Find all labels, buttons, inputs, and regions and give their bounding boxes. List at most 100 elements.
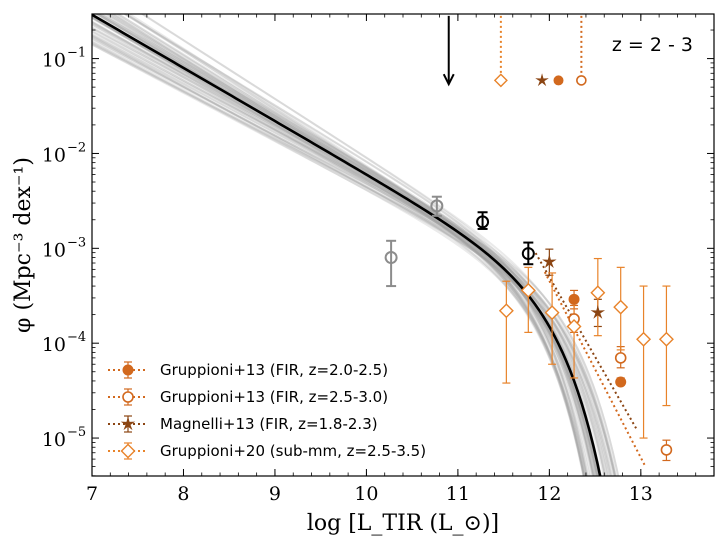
data-point xyxy=(615,376,627,388)
data-point xyxy=(590,305,606,319)
this-work-point xyxy=(521,247,535,261)
top-markers xyxy=(493,73,587,88)
posterior-curve xyxy=(123,14,595,476)
best-fit-curve xyxy=(92,14,602,476)
legend-marker xyxy=(122,364,134,376)
posterior-curve xyxy=(92,33,617,476)
legend-label: Gruppioni+13 (FIR, z=2.0-2.5) xyxy=(160,361,388,379)
posterior-curve xyxy=(92,39,598,476)
legend-marker xyxy=(120,443,136,459)
data-point xyxy=(658,331,674,347)
legend: Gruppioni+13 (FIR, z=2.0-2.5) Gruppioni+1… xyxy=(108,361,426,460)
posterior-curve xyxy=(92,41,586,476)
data-markers xyxy=(384,199,674,456)
posterior-curve xyxy=(95,14,614,476)
posterior-curve xyxy=(106,14,588,476)
x-tick-label: 11 xyxy=(446,483,470,505)
this-work-point xyxy=(430,199,444,213)
posterior-curve xyxy=(124,14,598,476)
x-tick-label: 9 xyxy=(269,483,281,505)
y-tick-exponent: −1 xyxy=(67,46,86,61)
posterior-curve xyxy=(92,35,607,476)
fit-line xyxy=(543,271,647,467)
posterior-curve xyxy=(92,16,600,476)
legend-label: Magnelli+13 (FIR, z=1.8-2.3) xyxy=(160,415,378,433)
x-tick-label: 7 xyxy=(86,483,98,505)
data-point xyxy=(542,254,557,269)
posterior-curve xyxy=(92,43,616,476)
legend-marker xyxy=(122,391,134,403)
x-axis-title: log [L_TIR (L_⊙)] xyxy=(307,511,499,536)
posterior-curve xyxy=(92,21,613,476)
posterior-curve xyxy=(92,43,611,476)
x-tick-label: 13 xyxy=(629,483,653,505)
posterior-curve xyxy=(104,14,586,476)
data-point xyxy=(566,318,582,334)
fit-line xyxy=(534,252,638,430)
posterior-curve xyxy=(92,14,617,476)
posterior-curve xyxy=(92,30,599,476)
posterior-curve xyxy=(92,34,585,476)
y-tick-label: 10 xyxy=(42,334,66,356)
arrow-head xyxy=(442,73,455,87)
posterior-curve xyxy=(92,41,588,476)
y-tick-exponent: −5 xyxy=(67,425,86,440)
posterior-curve xyxy=(113,14,607,476)
posterior-curve xyxy=(95,14,592,476)
x-tick-label: 10 xyxy=(354,483,378,505)
plot-background xyxy=(92,14,714,476)
posterior-curve xyxy=(92,30,610,476)
posterior-curve xyxy=(92,21,602,476)
posterior-curve xyxy=(92,42,596,476)
x-tick-label: 12 xyxy=(537,483,561,505)
posterior-curve xyxy=(92,23,585,476)
posterior-curve xyxy=(92,37,601,476)
x-axis-ticks: 7 8 9 10 11 12 13 xyxy=(86,14,715,505)
posterior-curve xyxy=(127,14,595,476)
y-tick-label: 10 xyxy=(42,239,66,261)
redshift-annotation: z = 2 - 3 xyxy=(612,34,693,56)
posterior-curve xyxy=(92,17,585,476)
y-tick-label: 10 xyxy=(42,144,66,166)
this-work-point xyxy=(476,215,490,229)
this-work-point xyxy=(384,251,398,265)
data-point xyxy=(520,282,536,298)
top-marker xyxy=(493,73,508,88)
posterior-curve xyxy=(123,14,602,476)
posterior-curve xyxy=(106,14,599,476)
posterior-curve xyxy=(92,16,586,476)
posterior-curve xyxy=(92,28,600,476)
y-tick-exponent: −4 xyxy=(67,330,86,345)
top-marker xyxy=(535,73,549,87)
y-tick-label: 10 xyxy=(42,429,66,451)
data-point xyxy=(590,285,606,301)
y-tick-label: 10 xyxy=(42,50,66,72)
literature-fit-lines xyxy=(499,15,647,467)
posterior-curve xyxy=(140,14,618,476)
posterior-curve xyxy=(98,14,601,476)
posterior-curve xyxy=(116,14,616,476)
posterior-curve xyxy=(95,14,587,476)
legend-marker xyxy=(120,416,136,431)
best-fit-line xyxy=(92,14,602,476)
posterior-curve xyxy=(92,37,616,476)
y-axis-ticks: 10−510−410−310−210−1 xyxy=(42,29,714,477)
posterior-curve xyxy=(92,16,594,476)
data-point xyxy=(614,352,627,364)
posterior-sample-curves xyxy=(92,14,620,476)
y-tick-exponent: −2 xyxy=(67,140,86,155)
posterior-curve xyxy=(92,26,599,476)
data-point xyxy=(544,305,560,321)
posterior-curve xyxy=(92,35,609,476)
legend-label: Gruppioni+13 (FIR, z=2.5-3.0) xyxy=(160,388,388,406)
data-point xyxy=(613,299,629,315)
posterior-curve xyxy=(123,14,597,476)
y-tick-exponent: −3 xyxy=(67,235,86,250)
posterior-curve xyxy=(98,14,589,476)
data-point xyxy=(660,444,673,456)
legend-label: Gruppioni+20 (sub-mm, z=2.5-3.5) xyxy=(160,442,426,460)
top-marker xyxy=(576,75,587,86)
posterior-curve xyxy=(92,20,599,476)
posterior-curve xyxy=(94,14,620,476)
